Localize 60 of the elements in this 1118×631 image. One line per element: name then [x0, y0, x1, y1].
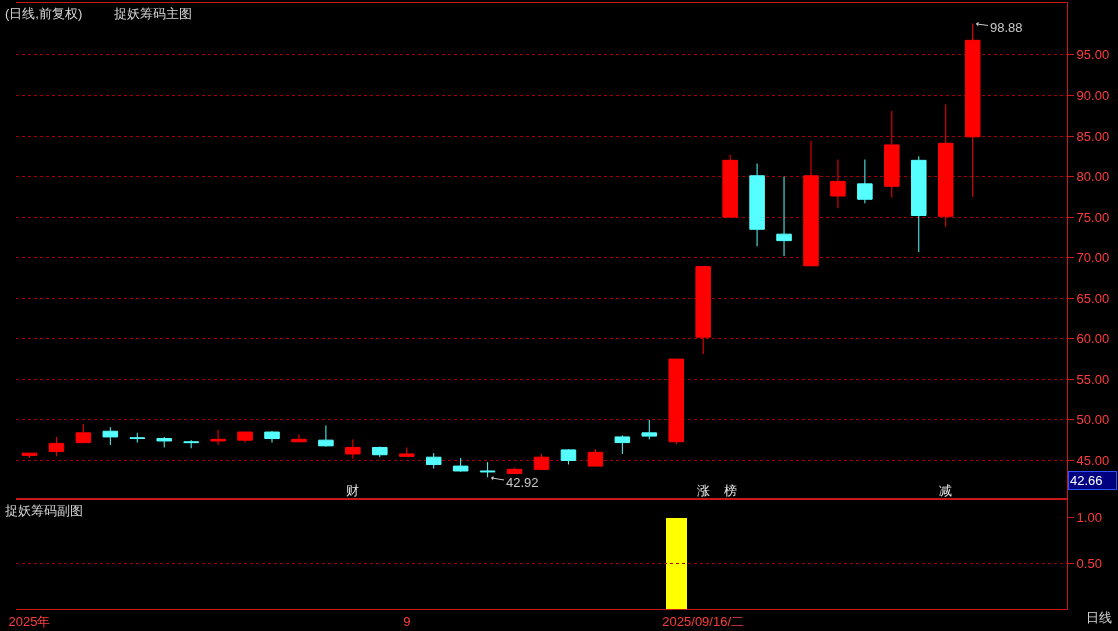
y-tick-label: 85.00 — [1076, 128, 1110, 144]
y-tick-label: 95.00 — [1076, 47, 1110, 63]
x-tick-label: 2025年 — [8, 613, 51, 629]
annotation: 98.88 — [990, 20, 1023, 35]
y-tick-label: 80.00 — [1076, 169, 1110, 185]
text: 日线 — [1086, 610, 1112, 625]
y-tick-label: 90.00 — [1076, 88, 1110, 104]
candlestick — [937, 103, 954, 228]
x-tick-label: 涨 — [696, 482, 710, 498]
x-tick-label: 2025/09/16/二 — [662, 613, 745, 629]
candlestick — [533, 453, 550, 470]
candlestick — [803, 140, 819, 267]
y-tick-label: 75.00 — [1076, 209, 1110, 225]
y-tick-label: 0.50 — [1076, 556, 1102, 572]
candlestick — [75, 423, 92, 444]
candlestick — [291, 433, 307, 443]
candlestick — [587, 448, 604, 467]
x-tick-label: 减 — [939, 482, 953, 498]
candlestick — [695, 266, 711, 355]
candlestick — [857, 159, 873, 204]
candlestick — [102, 426, 119, 446]
x-tick-label: 9 — [403, 613, 411, 629]
candlestick — [264, 430, 280, 444]
chart-title: (日线,前复权) — [5, 6, 83, 21]
candlestick — [776, 176, 792, 257]
candlestick — [345, 438, 361, 460]
candlestick — [318, 425, 334, 448]
candlestick — [830, 159, 846, 209]
candlestick — [452, 457, 469, 473]
x-tick-label: 财 — [346, 482, 360, 498]
candlestick — [129, 432, 146, 444]
y-tick-label: 50.00 — [1076, 412, 1110, 428]
candlestick — [668, 358, 685, 445]
candlestick — [722, 154, 738, 218]
candlestick — [48, 436, 65, 457]
candlestick — [156, 436, 172, 448]
text: 42.66 — [1070, 473, 1103, 488]
x-tick-label: 榜 — [723, 482, 737, 498]
candlestick — [641, 419, 658, 440]
y-tick-label: 55.00 — [1076, 371, 1110, 387]
y-tick-label: 65.00 — [1076, 290, 1110, 306]
candlestick — [560, 448, 577, 465]
candlestick — [372, 446, 388, 458]
y-tick-label: 70.00 — [1076, 250, 1110, 266]
candlestick — [614, 434, 631, 455]
annotation: 42.92 — [506, 475, 539, 490]
candlestick — [398, 446, 415, 457]
y-tick-label: 1.00 — [1076, 510, 1102, 526]
candlestick — [210, 429, 226, 446]
chart-title: 捉妖筹码副图 — [5, 503, 83, 518]
candlestick — [911, 155, 927, 253]
y-tick-label: 45.00 — [1076, 452, 1110, 468]
candlestick — [237, 431, 253, 444]
candlestick — [425, 452, 442, 470]
candlestick — [884, 110, 900, 199]
candlestick — [749, 163, 765, 247]
candlestick — [21, 452, 38, 459]
candlestick — [183, 439, 199, 449]
chart-subtitle: 捉妖筹码主图 — [114, 6, 192, 21]
y-tick-label: 60.00 — [1076, 331, 1110, 347]
